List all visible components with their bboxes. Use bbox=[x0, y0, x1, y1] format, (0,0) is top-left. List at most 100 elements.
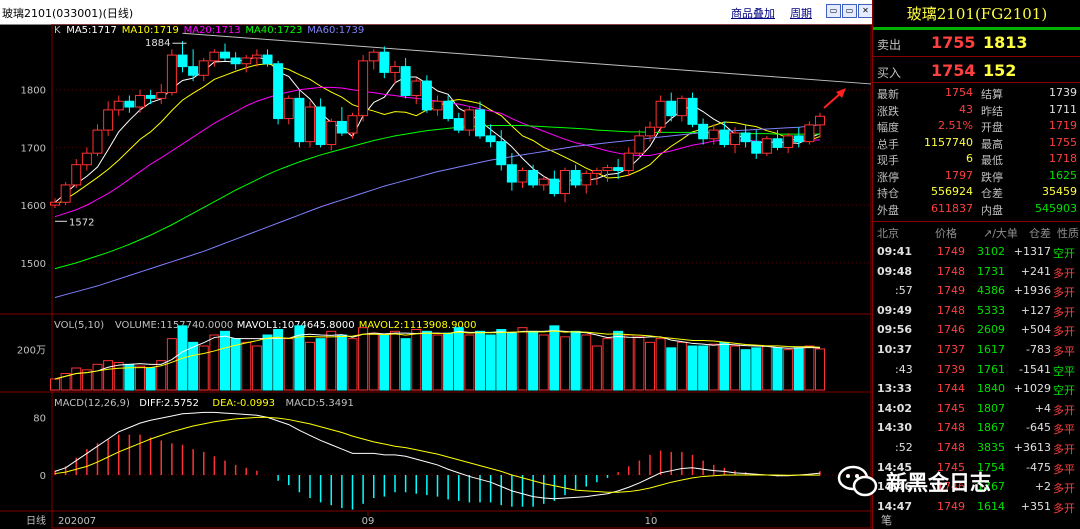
tick-volume: 1840 bbox=[977, 382, 1005, 396]
candle bbox=[549, 178, 560, 195]
volume-bar bbox=[549, 325, 560, 391]
overlay-commodity-link[interactable]: 商品叠加 bbox=[731, 7, 775, 20]
candle bbox=[496, 141, 507, 166]
candle bbox=[485, 135, 496, 143]
volume-bar bbox=[645, 341, 655, 391]
candle bbox=[783, 135, 794, 148]
candle bbox=[740, 132, 751, 143]
volume-bar bbox=[400, 338, 411, 391]
ma-legend-item: MA20:1713 bbox=[184, 25, 241, 36]
volume-bar bbox=[666, 347, 677, 391]
candle bbox=[687, 97, 698, 125]
volume-bar bbox=[570, 330, 581, 391]
stat-label: 外盘 bbox=[877, 203, 899, 217]
volume-bar bbox=[506, 332, 517, 391]
close-icon[interactable]: ✕ bbox=[858, 4, 873, 18]
tick-header: ↗/大单 bbox=[983, 227, 1018, 240]
tick-oi-change: +1029 bbox=[1013, 382, 1051, 396]
tick-price: 1748 bbox=[937, 441, 965, 454]
candle bbox=[103, 109, 114, 131]
tick-oi-change: -783 bbox=[1026, 343, 1051, 356]
volume-bar bbox=[815, 348, 825, 391]
vol-legend-item: MAVOL2:1113908.9000 bbox=[359, 320, 477, 331]
macd-legend-item: DIFF:2.5752 bbox=[139, 398, 199, 409]
candle bbox=[166, 54, 177, 94]
candle bbox=[581, 172, 592, 186]
candle bbox=[804, 124, 815, 143]
volume-bar bbox=[613, 330, 624, 391]
tick-header: 北京 bbox=[877, 227, 899, 240]
volume-bar bbox=[60, 373, 71, 391]
candle bbox=[464, 109, 475, 131]
period-label: 日线 bbox=[26, 514, 46, 527]
volume-bar bbox=[698, 345, 709, 391]
volume-bar bbox=[379, 334, 390, 391]
stat-value: 6 bbox=[966, 152, 973, 165]
tick-header: 价格 bbox=[935, 227, 957, 240]
tick-nature: 多开 bbox=[1053, 443, 1075, 456]
tick-volume: 4386 bbox=[977, 284, 1005, 298]
macd-legend-item: MACD(12,26,9) bbox=[54, 398, 130, 409]
vol-tick-label: 200万 bbox=[17, 346, 46, 357]
tick-price: 1744 bbox=[937, 382, 965, 396]
stat-value: 1754 bbox=[945, 86, 973, 99]
volume-bar bbox=[464, 334, 475, 391]
tick-price: 1745 bbox=[937, 401, 965, 415]
stat-value: 1797 bbox=[945, 168, 973, 182]
candle bbox=[570, 170, 581, 186]
volume-bar bbox=[241, 341, 252, 391]
restore-icon[interactable]: ▭ bbox=[826, 4, 841, 18]
volume-bar bbox=[294, 325, 305, 391]
divider bbox=[873, 82, 1080, 83]
candle bbox=[177, 54, 188, 68]
tick-nature: 空平 bbox=[1053, 364, 1075, 378]
tick-oi-change: -645 bbox=[1026, 421, 1051, 435]
footer-label[interactable]: 笔 bbox=[881, 514, 892, 527]
volume-bar bbox=[209, 334, 220, 391]
candle bbox=[676, 97, 687, 117]
volume-bar bbox=[283, 338, 294, 391]
volume-bar bbox=[719, 341, 730, 391]
candle bbox=[751, 141, 762, 154]
candle bbox=[336, 120, 347, 134]
period-link[interactable]: 周期 bbox=[790, 7, 812, 20]
volume-bar bbox=[358, 327, 369, 391]
ma-legend-item: MA60:1739 bbox=[307, 25, 364, 36]
volume-bar bbox=[560, 336, 570, 391]
bid-price: 1754 bbox=[931, 61, 976, 80]
volume-bar bbox=[432, 334, 443, 391]
candle bbox=[538, 178, 549, 186]
volume-bar bbox=[50, 378, 60, 391]
stat-value: 35459 bbox=[1042, 185, 1077, 198]
candle bbox=[198, 60, 209, 76]
tick-nature: 空开 bbox=[1053, 384, 1075, 398]
tick-nature: 多平 bbox=[1053, 345, 1075, 358]
volume-bar bbox=[135, 365, 145, 391]
tile-icon[interactable]: ▭ bbox=[842, 4, 857, 18]
tick-volume: 1731 bbox=[977, 264, 1005, 278]
title-divider bbox=[873, 27, 1080, 30]
stat-label: 最高 bbox=[981, 137, 1003, 151]
vol-legend-item: VOLUME:1157740.0000 bbox=[115, 320, 233, 331]
ask-price: 1755 bbox=[931, 33, 976, 52]
kline-chart[interactable]: 1800 1700 1600 1500 K MA5:1717 MA10:1719 MA20:1… bbox=[0, 24, 872, 529]
volume-bar bbox=[305, 341, 315, 391]
stat-value: 2.51% bbox=[938, 119, 973, 132]
volume-bar bbox=[804, 345, 815, 391]
stat-value: 1718 bbox=[1049, 152, 1077, 165]
volume-bar bbox=[315, 338, 326, 391]
macd-legend-item: MACD:5.3491 bbox=[286, 398, 354, 409]
stat-label: 现手 bbox=[877, 154, 899, 167]
tick-time: 14:30 bbox=[877, 421, 913, 435]
quote-title: 玻璃2101(FG2101) bbox=[873, 0, 1080, 27]
wechat-icon bbox=[837, 465, 878, 497]
volume-bar bbox=[443, 332, 454, 391]
tick-time: 13:33 bbox=[877, 382, 913, 396]
tick-time: 14:45 bbox=[877, 460, 913, 474]
candle bbox=[81, 152, 92, 166]
volume-bar bbox=[188, 341, 199, 391]
tick-time: 10:37 bbox=[877, 343, 913, 356]
bid-label: 买入 bbox=[877, 66, 902, 80]
tick-price: 1746 bbox=[937, 323, 965, 337]
volume-bar bbox=[81, 369, 92, 391]
